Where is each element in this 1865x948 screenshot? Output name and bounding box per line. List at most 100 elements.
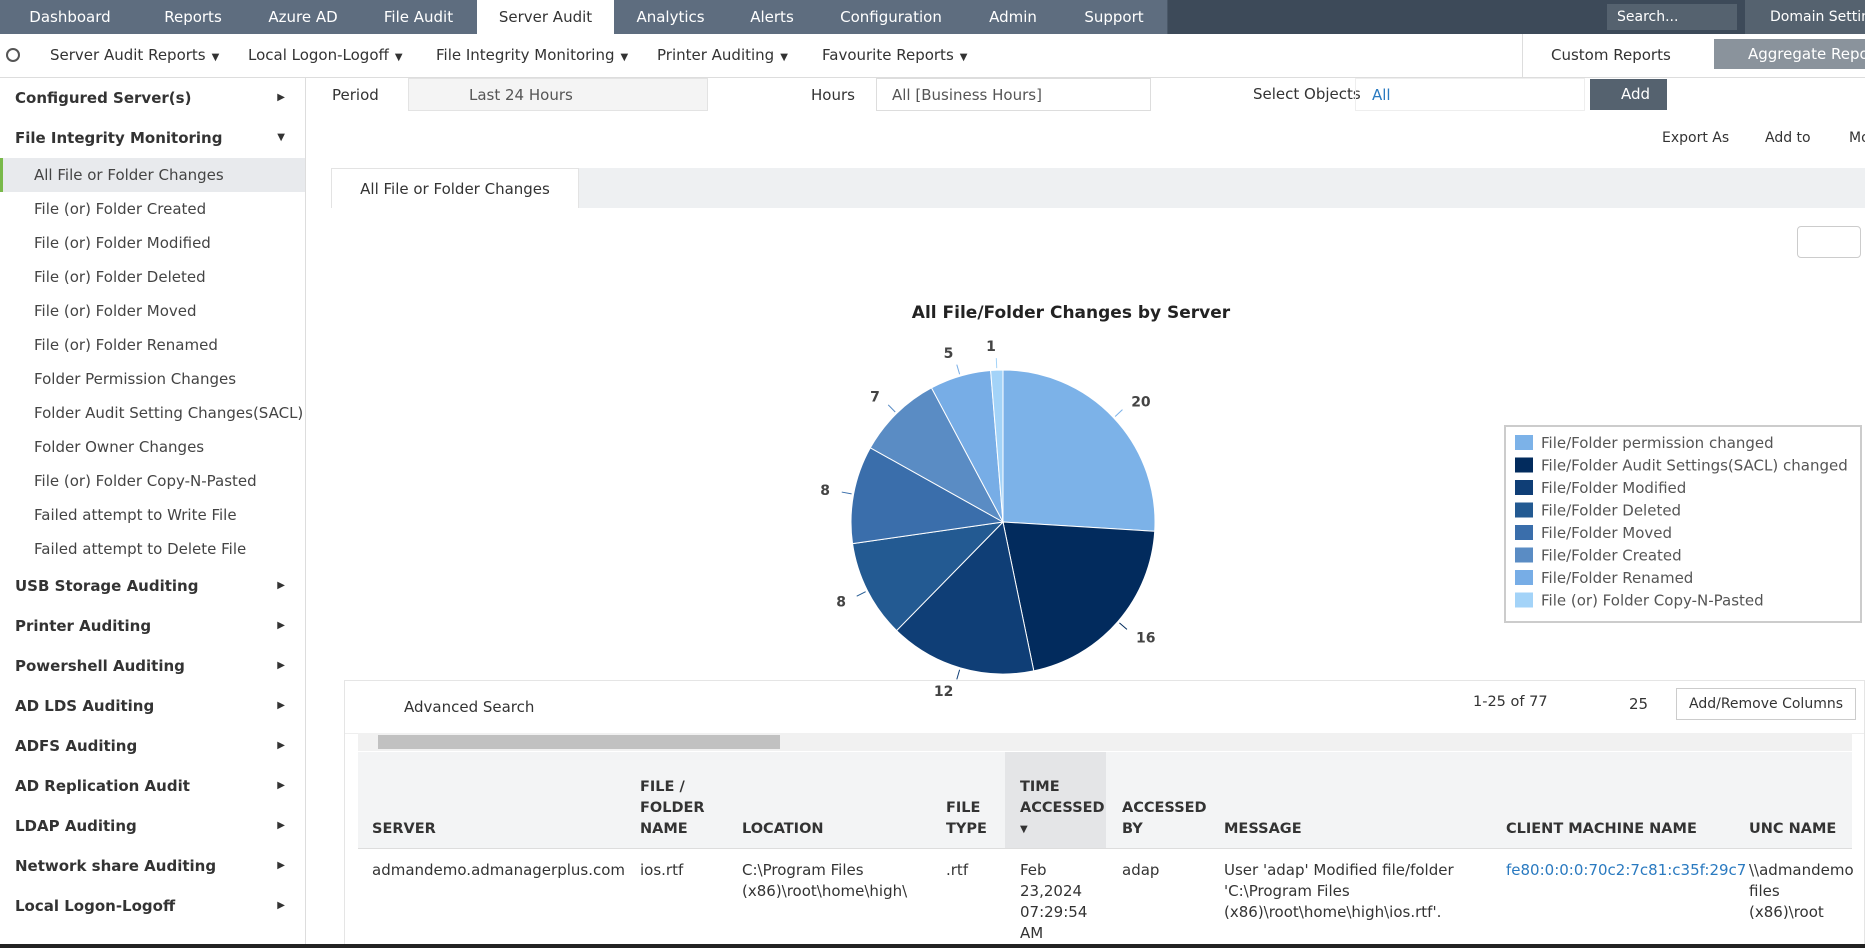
domain-settings[interactable]: Domain Settings xyxy=(1745,0,1865,34)
leader-line xyxy=(1114,409,1123,417)
nav-tab[interactable]: Alerts xyxy=(727,0,818,34)
legend-label: File (or) Folder Copy-N-Pasted xyxy=(1541,592,1764,610)
legend-label: File/Folder Deleted xyxy=(1541,502,1681,520)
sidebar-item[interactable]: Failed attempt to Delete File xyxy=(34,540,247,558)
pie-slice xyxy=(990,369,1004,523)
advanced-search[interactable]: Advanced Search xyxy=(404,698,535,716)
hours-select[interactable]: All [Business Hours] xyxy=(876,78,1151,111)
custom-reports[interactable]: Custom Reports xyxy=(1522,34,1689,77)
action[interactable]: More xyxy=(1849,130,1865,146)
table-cell[interactable]: fe80:0:0:0:70c2:7c81:c35f:29c7 xyxy=(1506,861,1747,879)
aggregate-reports[interactable]: Aggregate Reports xyxy=(1714,39,1865,69)
search-box[interactable]: Search... xyxy=(1607,4,1737,30)
scrollbar-thumb[interactable] xyxy=(378,735,780,749)
sidebar-section[interactable]: AD Replication Audit ▶ xyxy=(0,766,305,806)
sidebar-item[interactable]: File (or) Folder Deleted xyxy=(34,268,206,286)
sidebar-section[interactable]: Local Logon-Logoff ▶ xyxy=(0,886,305,926)
columns-button[interactable]: Add/Remove Columns xyxy=(1676,688,1856,720)
menu[interactable]: File Integrity Monitoring ▼ xyxy=(436,46,629,64)
legend-swatch xyxy=(1515,525,1533,540)
objects-field[interactable]: All xyxy=(1355,78,1585,111)
caret: ▼ xyxy=(394,52,403,63)
arrow: ▶ xyxy=(277,740,285,751)
sidebar-item[interactable]: All File or Folder Changes xyxy=(0,158,305,192)
nav-tab[interactable]: Support xyxy=(1061,0,1168,34)
table-cell: admandemo.admanagerplus.com xyxy=(372,861,626,879)
data-label: 8 xyxy=(820,483,830,499)
column-header[interactable]: MESSAGE xyxy=(1224,821,1302,837)
nav-tab[interactable]: Azure AD xyxy=(246,0,361,34)
action[interactable]: Add to xyxy=(1765,130,1811,146)
nav-tab[interactable]: Server Audit xyxy=(477,0,615,34)
pie-slice xyxy=(895,520,1035,675)
menu[interactable]: Server Audit Reports ▼ xyxy=(50,46,220,64)
data-label: 7 xyxy=(870,389,880,405)
legend-swatch xyxy=(1515,570,1533,585)
data-label: 20 xyxy=(1131,394,1151,410)
sidebar-item[interactable]: Folder Permission Changes xyxy=(34,370,237,388)
sidebar-section[interactable]: Powershell Auditing ▶ xyxy=(0,646,305,686)
sidebar-item[interactable]: Folder Owner Changes xyxy=(34,438,205,456)
period-label: Period xyxy=(332,86,379,104)
bottom-bar xyxy=(0,944,1865,948)
action[interactable]: Export As xyxy=(1662,130,1730,146)
chart-toggle[interactable] xyxy=(1797,226,1861,258)
sidebar-section[interactable]: AD LDS Auditing ▶ xyxy=(0,686,305,726)
column-header[interactable]: FILE TYPE xyxy=(946,800,987,837)
page-size[interactable]: 25 xyxy=(1629,695,1649,713)
sidebar-section[interactable]: File Integrity Monitoring ▼ xyxy=(0,118,305,158)
table-cell: \\admandemo files (x86)\root xyxy=(1749,861,1854,921)
nav-tab[interactable]: Admin xyxy=(965,0,1062,34)
nav-tab[interactable]: Configuration xyxy=(817,0,966,34)
sidebar-section[interactable]: Network share Auditing ▶ xyxy=(0,846,305,886)
leader-line xyxy=(841,491,852,495)
top-nav: Dashboard Reports Azure AD File Audit Server… xyxy=(0,0,1865,34)
arrow: ▶ xyxy=(277,580,285,591)
column-header[interactable]: SERVER xyxy=(372,821,436,837)
legend-swatch xyxy=(1515,435,1533,450)
menu[interactable]: Printer Auditing ▼ xyxy=(657,46,788,64)
column-header[interactable]: TIME ACCESSED ▼ xyxy=(1020,777,1106,840)
nav-tab[interactable]: Dashboard xyxy=(0,0,141,34)
sidebar-item[interactable]: File (or) Folder Created xyxy=(34,200,207,218)
leader-line xyxy=(956,364,961,375)
sidebar-section[interactable]: Configured Server(s) ▶ xyxy=(0,78,305,118)
sidebar-item[interactable]: Folder Audit Setting Changes(SACL) xyxy=(34,404,304,422)
arrow: ▶ xyxy=(277,92,285,103)
sidebar: Configured Server(s) ▶ File Integrity Moni… xyxy=(0,78,306,948)
sidebar-item[interactable]: File (or) Folder Modified xyxy=(34,234,211,252)
sidebar-section[interactable]: ADFS Auditing ▶ xyxy=(0,726,305,766)
legend-label: File/Folder Created xyxy=(1541,547,1682,565)
sorted-header-bg xyxy=(1005,752,1106,848)
add-button[interactable]: Add xyxy=(1590,79,1667,110)
sidebar-item[interactable]: File (or) Folder Renamed xyxy=(34,336,218,354)
column-header[interactable]: LOCATION xyxy=(742,821,824,837)
caret: ▼ xyxy=(211,52,220,63)
nav-tab[interactable]: File Audit xyxy=(360,0,478,34)
sidebar-section[interactable]: USB Storage Auditing ▶ xyxy=(0,566,305,606)
sidebar-item[interactable]: Failed attempt to Write File xyxy=(34,506,237,524)
pie-slice xyxy=(869,387,1005,524)
menu[interactable]: Favourite Reports ▼ xyxy=(822,46,968,64)
menu[interactable]: Local Logon-Logoff ▼ xyxy=(248,46,403,64)
report-tab[interactable]: All File or Folder Changes xyxy=(331,168,579,208)
sidebar-item[interactable]: File (or) Folder Moved xyxy=(34,302,197,320)
tab-strip xyxy=(331,168,1865,208)
table-cell: ios.rtf xyxy=(640,861,684,879)
nav-tab[interactable]: Analytics xyxy=(614,0,728,34)
sidebar-section[interactable]: Printer Auditing ▶ xyxy=(0,606,305,646)
column-header[interactable]: FILE / FOLDER NAME xyxy=(640,779,705,837)
sidebar-item[interactable]: File (or) Folder Copy-N-Pasted xyxy=(34,472,257,490)
nav-tab[interactable]: Reports xyxy=(140,0,247,34)
sidebar-section[interactable]: LDAP Auditing ▶ xyxy=(0,806,305,846)
leader-line xyxy=(956,669,961,680)
pagination: 1-25 of 77 xyxy=(1473,694,1548,710)
legend-label: File/Folder Audit Settings(SACL) changed xyxy=(1541,457,1848,475)
period-field[interactable]: Last 24 Hours xyxy=(408,78,708,111)
data-label: 5 xyxy=(944,346,954,362)
column-header[interactable]: ACCESSED BY xyxy=(1122,800,1207,837)
arrow: ▶ xyxy=(277,620,285,631)
column-header[interactable]: CLIENT MACHINE NAME xyxy=(1506,821,1697,837)
column-header[interactable]: UNC NAME xyxy=(1749,821,1837,837)
table-cell: adap xyxy=(1122,861,1160,879)
